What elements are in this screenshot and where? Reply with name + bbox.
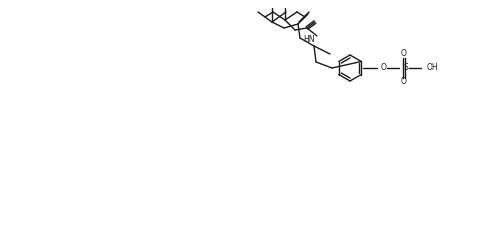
Text: S: S	[403, 64, 408, 72]
Text: HN: HN	[303, 36, 314, 44]
Text: O: O	[401, 78, 407, 86]
Text: O: O	[401, 49, 407, 59]
Text: OH: OH	[427, 64, 439, 72]
Text: O: O	[381, 64, 387, 72]
